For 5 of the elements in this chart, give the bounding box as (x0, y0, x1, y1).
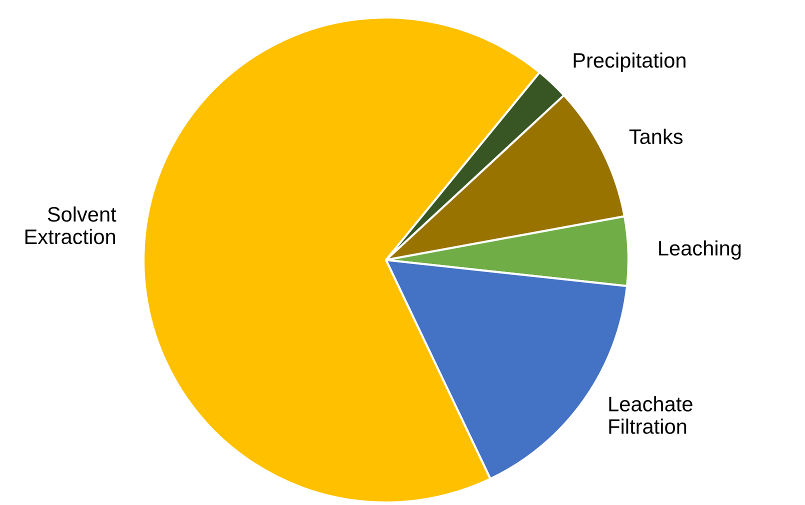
slice-label: Leaching (659, 240, 741, 260)
slice-label: Solvent Extraction (25, 206, 116, 244)
slice-label: Tanks (629, 128, 683, 144)
slice-label: Precipitation (574, 52, 686, 72)
slice-label: Leachate Filtration (609, 396, 692, 434)
